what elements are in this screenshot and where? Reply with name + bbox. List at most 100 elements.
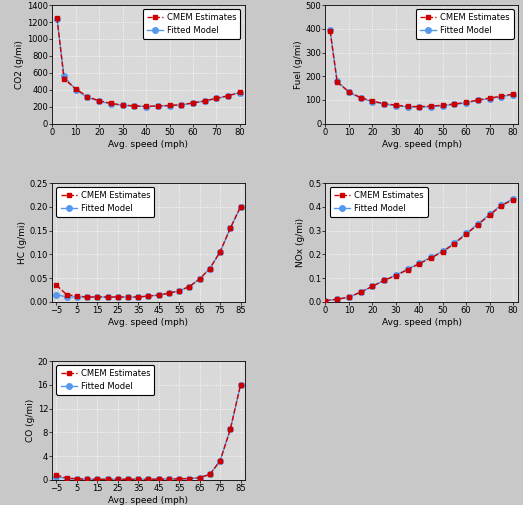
- Line: Fitted Model: Fitted Model: [327, 27, 516, 110]
- Fitted Model: [510, 196, 516, 202]
- Fitted Model: [381, 277, 387, 283]
- Fitted Model: [451, 102, 458, 108]
- Fitted Model: [369, 283, 376, 289]
- Line: CMEM Estimates: CMEM Estimates: [323, 197, 515, 302]
- Fitted Model: [416, 104, 423, 110]
- Legend: CMEM Estimates, Fitted Model: CMEM Estimates, Fitted Model: [329, 187, 427, 217]
- CMEM Estimates: [143, 104, 149, 110]
- CMEM Estimates: [475, 222, 481, 228]
- Fitted Model: [486, 95, 493, 102]
- CMEM Estimates: [217, 249, 223, 255]
- CMEM Estimates: [322, 297, 328, 304]
- CMEM Estimates: [176, 288, 183, 294]
- CMEM Estimates: [428, 103, 434, 109]
- Fitted Model: [115, 476, 121, 482]
- CMEM Estimates: [131, 103, 138, 109]
- Fitted Model: [475, 97, 481, 104]
- Fitted Model: [358, 95, 364, 101]
- CMEM Estimates: [94, 476, 100, 482]
- Fitted Model: [463, 230, 469, 236]
- CMEM Estimates: [108, 100, 114, 107]
- Fitted Model: [217, 249, 223, 255]
- Fitted Model: [54, 16, 60, 22]
- Fitted Model: [186, 283, 192, 289]
- CMEM Estimates: [115, 476, 121, 482]
- Fitted Model: [486, 212, 493, 218]
- Fitted Model: [213, 95, 220, 102]
- CMEM Estimates: [155, 476, 162, 482]
- CMEM Estimates: [428, 255, 434, 261]
- Fitted Model: [178, 102, 185, 108]
- Y-axis label: CO2 (g/mi): CO2 (g/mi): [15, 40, 25, 89]
- CMEM Estimates: [186, 283, 192, 289]
- Fitted Model: [61, 73, 67, 79]
- Fitted Model: [176, 288, 183, 294]
- CMEM Estimates: [54, 15, 60, 21]
- CMEM Estimates: [207, 471, 213, 477]
- CMEM Estimates: [393, 273, 399, 279]
- Fitted Model: [63, 294, 70, 300]
- Fitted Model: [115, 294, 121, 300]
- Line: CMEM Estimates: CMEM Estimates: [54, 383, 243, 481]
- Fitted Model: [155, 476, 162, 482]
- Fitted Model: [404, 104, 411, 110]
- Fitted Model: [74, 294, 80, 300]
- Fitted Model: [498, 93, 505, 99]
- CMEM Estimates: [96, 98, 103, 104]
- Fitted Model: [63, 476, 70, 482]
- CMEM Estimates: [334, 79, 340, 85]
- Legend: CMEM Estimates, Fitted Model: CMEM Estimates, Fitted Model: [56, 365, 154, 395]
- CMEM Estimates: [227, 225, 233, 231]
- CMEM Estimates: [237, 204, 244, 210]
- Fitted Model: [131, 103, 138, 109]
- CMEM Estimates: [510, 91, 516, 97]
- Legend: CMEM Estimates, Fitted Model: CMEM Estimates, Fitted Model: [56, 187, 154, 217]
- CMEM Estimates: [369, 283, 376, 289]
- CMEM Estimates: [197, 276, 203, 282]
- X-axis label: Avg. speed (mph): Avg. speed (mph): [382, 318, 462, 327]
- CMEM Estimates: [486, 212, 493, 218]
- CMEM Estimates: [237, 382, 244, 388]
- Fitted Model: [327, 27, 333, 33]
- CMEM Estimates: [166, 476, 172, 482]
- Y-axis label: CO (g/mi): CO (g/mi): [26, 399, 35, 442]
- CMEM Estimates: [475, 97, 481, 103]
- CMEM Estimates: [125, 294, 131, 300]
- CMEM Estimates: [155, 292, 162, 298]
- Fitted Model: [197, 276, 203, 282]
- Fitted Model: [53, 474, 60, 480]
- CMEM Estimates: [237, 89, 243, 95]
- CMEM Estimates: [202, 98, 208, 104]
- CMEM Estimates: [94, 294, 100, 300]
- CMEM Estimates: [217, 458, 223, 464]
- Fitted Model: [237, 204, 244, 210]
- Fitted Model: [207, 266, 213, 272]
- CMEM Estimates: [358, 94, 364, 100]
- Fitted Model: [428, 104, 434, 110]
- CMEM Estimates: [115, 294, 121, 300]
- CMEM Estimates: [416, 261, 423, 267]
- CMEM Estimates: [73, 86, 79, 92]
- Fitted Model: [166, 103, 173, 109]
- Fitted Model: [197, 475, 203, 481]
- X-axis label: Avg. speed (mph): Avg. speed (mph): [108, 496, 188, 504]
- Fitted Model: [451, 240, 458, 246]
- Fitted Model: [96, 98, 103, 105]
- Fitted Model: [416, 260, 423, 266]
- Fitted Model: [125, 476, 131, 482]
- Y-axis label: Fuel (g/mi): Fuel (g/mi): [293, 40, 303, 89]
- Y-axis label: NOx (g/mi): NOx (g/mi): [296, 218, 305, 267]
- Line: Fitted Model: Fitted Model: [323, 196, 516, 304]
- Fitted Model: [393, 103, 399, 109]
- Fitted Model: [145, 476, 152, 482]
- Fitted Model: [53, 291, 60, 297]
- Fitted Model: [105, 476, 111, 482]
- Fitted Model: [155, 103, 161, 109]
- Fitted Model: [155, 292, 162, 298]
- Fitted Model: [74, 476, 80, 482]
- Fitted Model: [135, 476, 141, 482]
- Fitted Model: [346, 294, 352, 300]
- Fitted Model: [145, 293, 152, 299]
- Fitted Model: [166, 290, 172, 296]
- CMEM Estimates: [369, 98, 376, 104]
